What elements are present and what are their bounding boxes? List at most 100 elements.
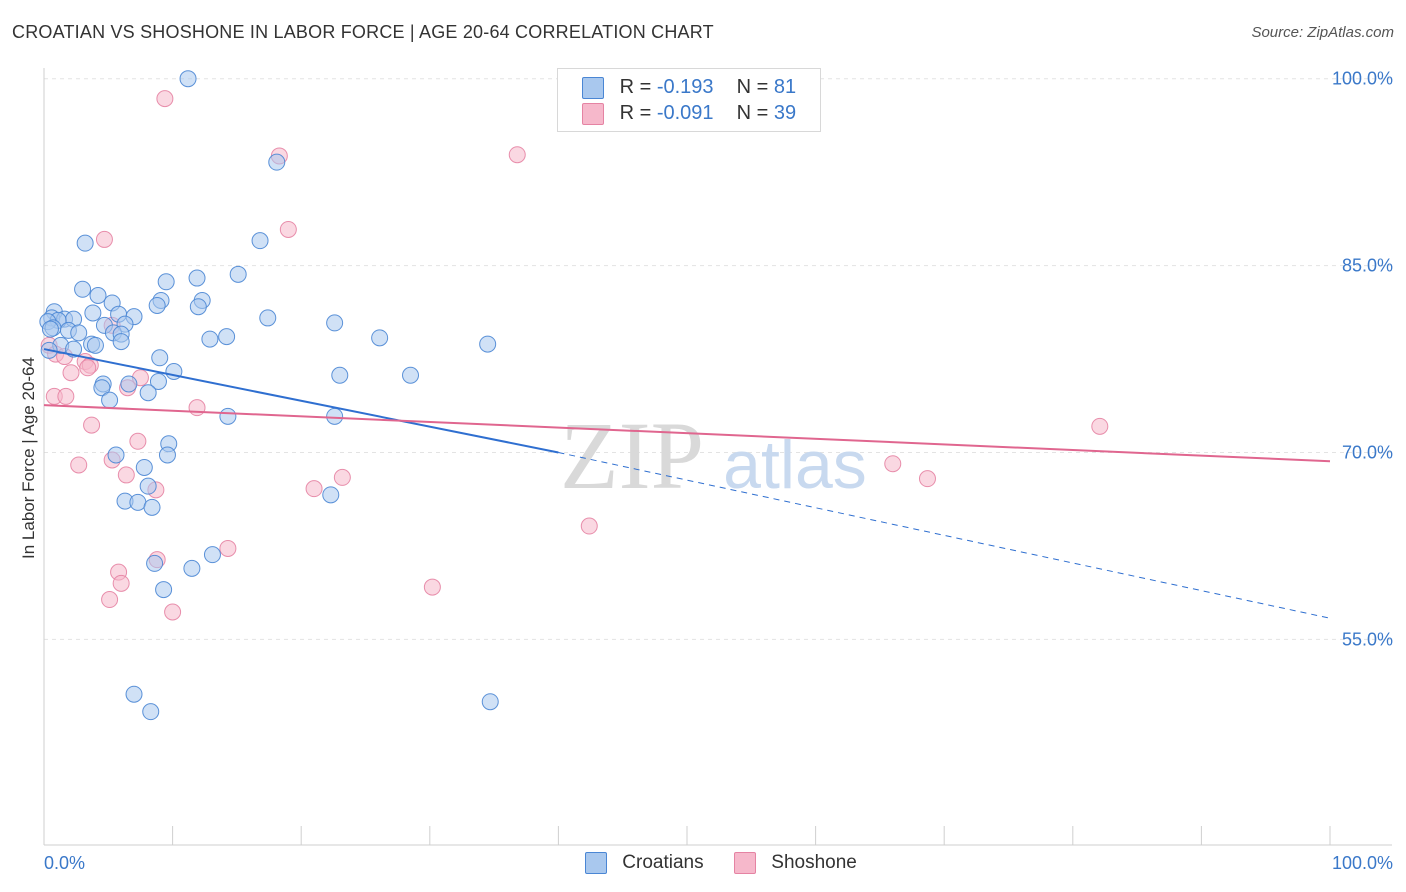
croatian-point xyxy=(146,554,164,572)
croatian-point xyxy=(120,375,138,393)
croatian-point xyxy=(179,70,197,88)
croatian-point xyxy=(74,280,92,298)
shoshone-point xyxy=(580,517,598,535)
shoshone-point xyxy=(164,603,182,621)
croatian-point xyxy=(86,336,104,354)
croatian-point xyxy=(218,328,236,346)
x-tick-label: 0.0% xyxy=(44,853,85,873)
croatian-point xyxy=(41,320,59,338)
croatian-point xyxy=(326,407,344,425)
croatian-point xyxy=(188,269,206,287)
croatian-point xyxy=(65,340,83,358)
croatian-point xyxy=(203,546,221,564)
croatian-point xyxy=(149,372,167,390)
shoshone-point xyxy=(129,432,147,450)
y-axis-title: In Labor Force | Age 20-64 xyxy=(19,357,38,559)
croatian-point xyxy=(139,384,157,402)
croatian-point xyxy=(251,232,269,250)
legend-n-value: 39 xyxy=(773,102,797,124)
shoshone-point xyxy=(279,220,297,238)
shoshone-point xyxy=(79,359,97,377)
data-points xyxy=(39,70,1109,721)
legend-n-label: N = xyxy=(736,76,769,98)
legend-r-value: -0.091 xyxy=(656,102,714,124)
croatian-point xyxy=(189,298,207,316)
shoshone-point xyxy=(95,230,113,248)
croatians-trend-line xyxy=(43,348,559,454)
axes xyxy=(43,68,1392,846)
shoshone-point xyxy=(508,146,526,164)
croatian-point xyxy=(481,693,499,711)
croatian-point xyxy=(155,581,173,599)
legend: R = -0.193 N = 81 R = -0.091 N = 39 xyxy=(557,68,821,132)
croatian-point xyxy=(201,330,219,348)
bottom-legend-label: Shoshone xyxy=(771,852,857,874)
bottom-legend-shoshone: Shoshone xyxy=(734,852,857,876)
croatian-point xyxy=(229,265,247,283)
trend-lines xyxy=(43,348,1331,619)
shoshone-point xyxy=(188,399,206,417)
croatian-point xyxy=(139,477,157,495)
y-tick-label: 70.0% xyxy=(1342,443,1393,463)
shoshone-trend-line xyxy=(43,404,1331,463)
watermark-zip: ZIP xyxy=(560,402,704,509)
shoshone-point xyxy=(62,364,80,382)
croatian-point xyxy=(129,493,147,511)
croatian-point xyxy=(70,324,88,342)
croatian-point xyxy=(89,287,107,304)
legend-n-label: N = xyxy=(736,102,769,124)
shoshone-point xyxy=(219,539,237,557)
legend-r-value: -0.193 xyxy=(656,76,714,98)
croatian-point xyxy=(148,296,166,314)
axis-labels: 100.0% 85.0% 70.0% 55.0% 0.0% 100.0% In Labor … xyxy=(19,69,1393,873)
legend-n-value: 81 xyxy=(773,76,797,98)
croatian-point xyxy=(143,498,161,516)
watermark: ZIP atlas xyxy=(560,402,867,509)
croatian-point xyxy=(84,304,102,322)
x-tick-label: 100.0% xyxy=(1332,853,1393,873)
shoshone-point xyxy=(83,416,101,434)
shoshone-point xyxy=(1091,417,1109,435)
grid-lines xyxy=(44,78,1392,640)
croatian-point xyxy=(101,391,119,409)
croatian-point xyxy=(157,273,175,291)
croatian-point xyxy=(322,486,340,504)
croatian-point xyxy=(112,333,130,351)
shoshone-point xyxy=(918,470,936,488)
legend-r-label: R = xyxy=(619,102,652,124)
chart-title: CROATIAN VS SHOSHONE IN LABOR FORCE | AG… xyxy=(12,22,714,42)
y-tick-label: 100.0% xyxy=(1332,69,1393,89)
croatians-trend-extrapolation xyxy=(558,452,1331,619)
legend-r-label: R = xyxy=(619,76,652,98)
croatian-point xyxy=(331,366,349,384)
legend-row-shoshone: R = -0.091 N = 39 xyxy=(582,102,796,126)
bottom-legend-swatch-pink xyxy=(734,852,756,874)
legend-swatch-pink xyxy=(582,102,604,125)
croatian-point xyxy=(125,685,143,703)
croatian-point xyxy=(151,349,169,367)
bottom-legend-swatch-blue xyxy=(585,852,607,874)
shoshone-point xyxy=(70,456,88,474)
bottom-legend-label: Croatians xyxy=(622,852,704,874)
croatian-point xyxy=(76,234,94,252)
croatian-point xyxy=(219,407,237,425)
croatian-point xyxy=(371,329,389,347)
shoshone-point xyxy=(117,466,135,484)
shoshone-point xyxy=(112,574,130,592)
croatian-point xyxy=(183,559,201,577)
legend-row-croatians: R = -0.193 N = 81 xyxy=(582,76,796,100)
shoshone-point xyxy=(423,578,441,596)
croatian-point xyxy=(142,703,160,721)
croatian-point xyxy=(402,366,420,384)
croatian-point xyxy=(326,314,344,332)
croatian-point xyxy=(479,335,497,353)
shoshone-point xyxy=(101,591,119,609)
croatian-point xyxy=(93,379,111,397)
chart-source: Source: ZipAtlas.com xyxy=(1251,24,1394,41)
croatian-point xyxy=(268,153,286,171)
y-tick-label: 85.0% xyxy=(1342,256,1393,276)
shoshone-point xyxy=(305,480,323,498)
legend-swatch-blue xyxy=(582,76,604,99)
croatian-point xyxy=(158,446,176,464)
